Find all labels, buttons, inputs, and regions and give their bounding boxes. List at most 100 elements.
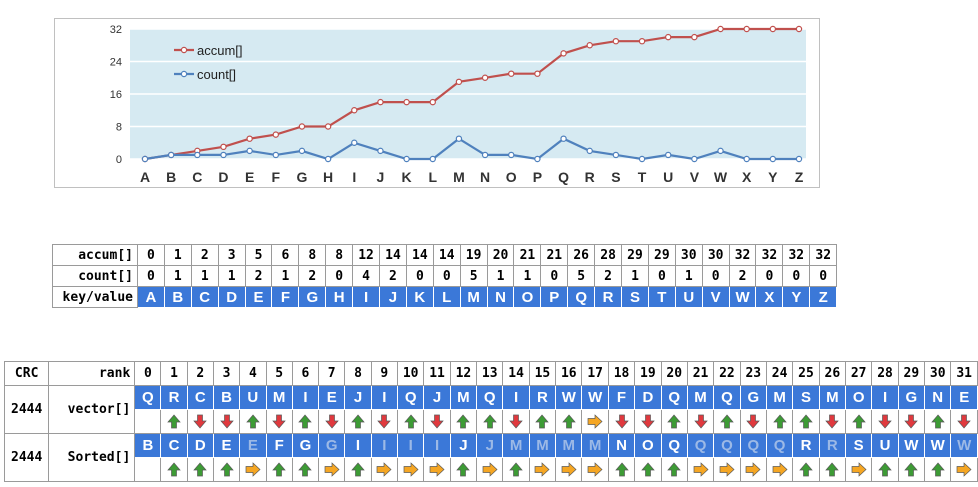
value-cell: 6 <box>271 244 300 266</box>
arrow-right-icon <box>561 462 577 477</box>
x-tick-label: I <box>352 169 356 185</box>
legend-marker <box>180 70 188 78</box>
arrow-cell <box>924 409 952 434</box>
value-cell: 1 <box>621 265 649 287</box>
rank-cell: 31 <box>950 361 978 386</box>
data-point <box>638 37 646 45</box>
key-cell: C <box>190 286 219 308</box>
value-cell: 1 <box>163 265 192 287</box>
x-tick-label: Z <box>795 169 804 185</box>
arrow-right-icon <box>772 462 788 477</box>
key-cell: E <box>212 433 241 458</box>
value-cell: 2 <box>728 265 757 287</box>
value-cell: 2 <box>190 244 219 266</box>
key-cell: Q <box>765 433 794 458</box>
arrow-up-icon <box>772 414 787 429</box>
arrow-cell <box>686 457 715 482</box>
data-point <box>560 135 567 142</box>
key-cell: I <box>396 433 425 458</box>
arrow-cell <box>370 457 399 482</box>
key-cell: D <box>186 433 214 458</box>
key-cell: J <box>449 433 478 458</box>
arrow-cell <box>423 457 451 482</box>
data-point <box>455 135 463 142</box>
rank-cell: 3 <box>212 361 241 386</box>
arrow-down-icon <box>430 414 444 429</box>
arrow-cell <box>844 457 873 482</box>
arrow-up-icon <box>667 462 681 477</box>
arrow-cell <box>555 457 583 482</box>
rank-cell: 26 <box>818 361 847 386</box>
key-cell: O <box>844 385 873 410</box>
value-cell: 1 <box>190 265 219 287</box>
arrow-cell <box>686 409 715 434</box>
value-cell: 2 <box>298 265 327 287</box>
x-tick-label: T <box>638 169 647 185</box>
arrow-cell <box>449 457 478 482</box>
arrow-cell <box>212 409 241 434</box>
arrow-right-icon <box>587 462 603 477</box>
arrow-up-icon <box>219 462 234 477</box>
key-cell: W <box>924 433 952 458</box>
key-cell: F <box>271 286 300 308</box>
x-tick-label: F <box>272 169 281 185</box>
rank-cell: 5 <box>265 361 293 386</box>
data-point <box>481 74 489 81</box>
x-tick-label: A <box>140 169 150 185</box>
y-tick-label: 16 <box>110 89 122 101</box>
value-cell: 0 <box>755 265 784 287</box>
key-cell: R <box>818 433 847 458</box>
arrow-cell <box>871 457 899 482</box>
rank-header-row: CRC rank 0 1 2 3 4 5 6 7 8 9 10 11 12 13 14 15 16 17 18 19 20 2… <box>3 361 978 386</box>
arrow-up-icon <box>351 414 365 429</box>
key-cell: T <box>647 286 676 308</box>
data-point <box>141 155 149 163</box>
value-cell: 0 <box>782 265 811 287</box>
key-cell: R <box>528 385 557 410</box>
rank-cell: 29 <box>897 361 926 386</box>
arrow-down-icon <box>614 414 629 429</box>
key-cell: A <box>137 286 165 308</box>
y-tick-label: 32 <box>110 24 122 36</box>
legend-label: accum[] <box>197 43 243 58</box>
data-point <box>586 42 593 49</box>
value-cell: 2 <box>594 265 623 287</box>
arrow-cell <box>134 409 162 434</box>
sorted-crc: 2444 <box>3 433 50 482</box>
arrow-up-icon <box>667 414 681 429</box>
arrow-cell <box>634 409 662 434</box>
sorted-key-row: 2444 Sorted[] B C D E E F G G I I I I J J M M M M N O Q Q Q Q Q R R S… <box>3 433 978 482</box>
data-point <box>324 155 332 163</box>
data-point <box>560 50 567 57</box>
arrow-down-icon <box>693 414 708 429</box>
key-cell: Q <box>686 433 715 458</box>
value-cell: 14 <box>405 244 434 266</box>
key-cell: S <box>792 385 820 410</box>
arrow-cell <box>291 457 320 482</box>
arrow-up-icon <box>509 462 523 477</box>
vector-crc: 2444 <box>3 385 50 434</box>
x-tick-label: G <box>297 169 308 185</box>
data-point <box>298 147 306 155</box>
arrow-up-icon <box>641 462 655 477</box>
value-cell: 29 <box>647 244 676 266</box>
key-cell: E <box>239 433 267 458</box>
arrow-cell <box>660 457 688 482</box>
key-cell: M <box>686 385 715 410</box>
value-cell: 5 <box>459 265 488 287</box>
arrow-cell <box>186 409 214 434</box>
arrow-down-icon <box>193 414 208 429</box>
value-cell: 32 <box>809 244 838 266</box>
value-cell: 21 <box>513 244 542 266</box>
data-point <box>194 151 201 159</box>
key-cell: J <box>379 286 407 308</box>
key-cell: F <box>265 433 293 458</box>
rank-table: CRC rank 0 1 2 3 4 5 6 7 8 9 10 11 12 13 14 15 16 17 18 19 20 2… <box>3 361 978 482</box>
accum-row: accum[] 0 1 2 3 5 6 8 8 12 14 14 14 19 20 21 21 26 28 29 29 3… <box>52 244 838 266</box>
data-point <box>508 70 515 77</box>
data-point <box>691 33 698 41</box>
x-tick-label: L <box>428 169 437 185</box>
arrow-cell <box>844 409 873 434</box>
rank-cell: 25 <box>792 361 820 386</box>
key-row: key/value A B C D E F G H I J K L M N O P Q R S T U V W X Y Z <box>52 286 838 308</box>
